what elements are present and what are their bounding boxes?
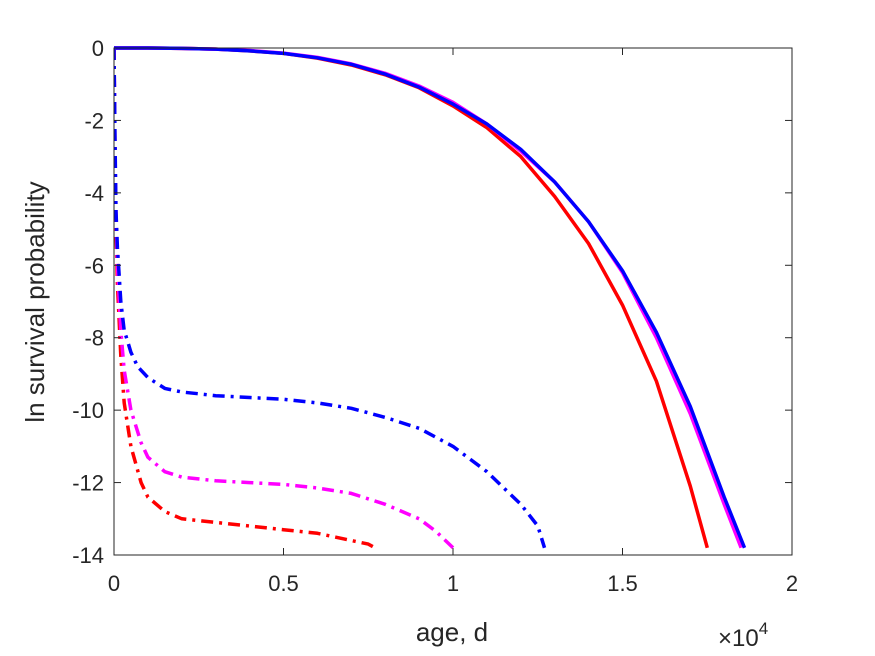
x-exponent-label: ×104 xyxy=(718,619,768,652)
y-tick-label: -14 xyxy=(72,543,104,568)
y-tick-label: -6 xyxy=(84,253,104,278)
plot-background xyxy=(114,48,792,555)
x-tick-label: 1 xyxy=(447,571,459,596)
x-exponent-base: ×10 xyxy=(718,625,759,652)
y-tick-label: -2 xyxy=(84,108,104,133)
x-tick-label: 2 xyxy=(786,571,798,596)
series-line-6-dashdot xyxy=(114,47,547,549)
x-tick-label: 0.5 xyxy=(268,571,299,596)
series-line-3-solid xyxy=(114,46,747,549)
x-exponent-power: 4 xyxy=(759,619,768,638)
plot-area xyxy=(114,48,792,555)
y-tick-label: -8 xyxy=(84,326,104,351)
x-tick-label: 1.5 xyxy=(607,571,638,596)
y-tick-label: -10 xyxy=(72,398,104,423)
series-layer xyxy=(114,46,747,550)
series-line-5-dashdot xyxy=(114,47,455,550)
y-tick-label: 0 xyxy=(92,36,104,61)
y-tick-label: -12 xyxy=(72,471,104,496)
x-axis-label: age, d xyxy=(416,617,488,647)
y-axis-label: ln survival probability xyxy=(20,181,50,422)
y-tick-label: -4 xyxy=(84,181,104,206)
tick-layer: 0 0.5 1 1.5 2 0 -2 -4 -6 -8 -10 -12 -14 xyxy=(72,36,798,596)
x-tick-label: 0 xyxy=(108,571,120,596)
